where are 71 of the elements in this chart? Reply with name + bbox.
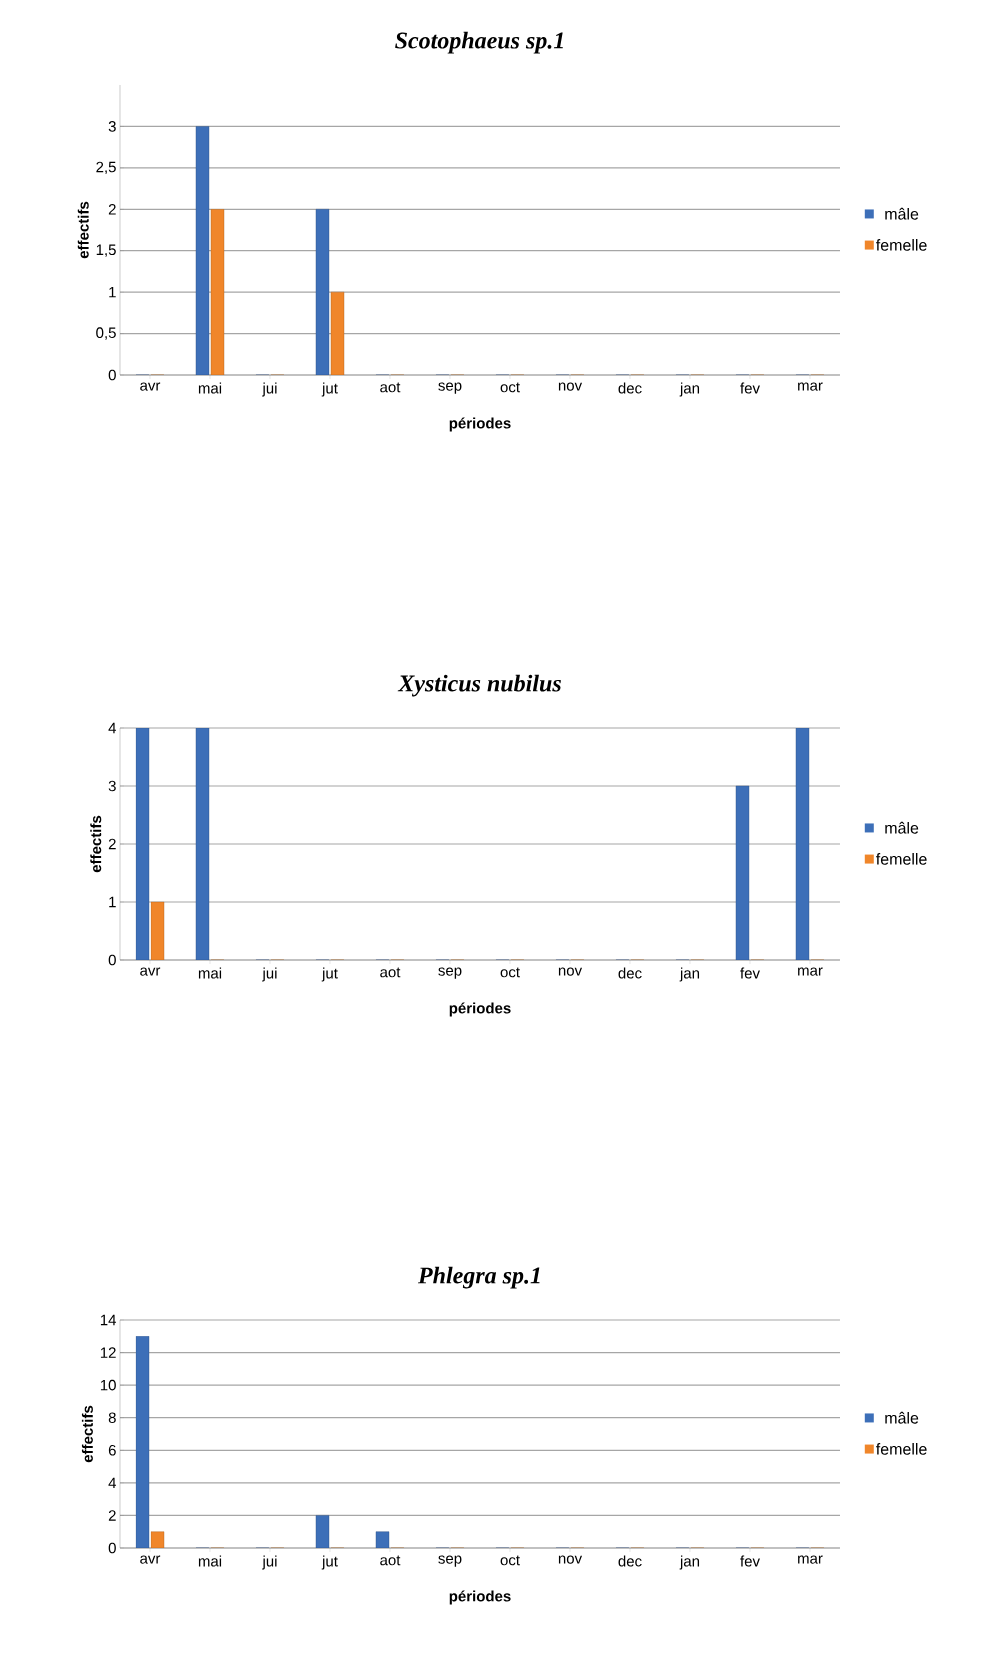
y-tick-label: 2 (108, 838, 116, 850)
x-tick-label: oct (500, 1555, 520, 1566)
x-tick-label: dec (618, 1555, 642, 1567)
x-axis-title: périodes (449, 1002, 511, 1017)
x-tick-label: nov (558, 382, 583, 391)
x-tick-label: jut (321, 1555, 338, 1570)
y-tick-label: 14 (100, 1314, 117, 1326)
x-tick-label: dec (618, 382, 642, 394)
y-tick-label: 1 (109, 896, 116, 908)
legend-label: mâle (885, 1411, 919, 1424)
y-tick-label: 1,5 (96, 244, 116, 257)
x-tick-label: avr (140, 967, 161, 976)
y-tick-label: 3 (108, 780, 116, 792)
y-tick-label: 2,5 (96, 161, 116, 175)
chart-title: Xysticus nubilus (397, 674, 561, 697)
x-tick-label: jan (679, 382, 700, 397)
y-axis-title: effectifs (90, 815, 102, 873)
x-tick-label: jui (262, 1555, 277, 1570)
x-tick-label: mar (798, 1555, 823, 1564)
y-axis-title: effectifs (77, 201, 89, 259)
x-axis-title: périodes (449, 417, 511, 432)
x-tick-label: jui (262, 967, 277, 982)
x-tick-label: fev (740, 967, 760, 979)
x-tick-label: aot (380, 382, 401, 393)
x-tick-label: mar (798, 967, 823, 976)
x-tick-label: fev (740, 1555, 760, 1567)
y-tick-label: 3 (108, 121, 116, 132)
chart-title: Phlegra sp.1 (417, 1266, 540, 1289)
y-tick-label: 2 (108, 1510, 116, 1521)
y-tick-label: 0 (108, 369, 116, 381)
x-tick-label: oct (500, 967, 520, 978)
y-tick-label: 8 (108, 1412, 116, 1424)
x-tick-label: jut (321, 967, 338, 982)
x-tick-label: jan (679, 1555, 700, 1570)
x-tick-label: sep (438, 1555, 462, 1567)
x-tick-label: mai (198, 967, 222, 979)
y-tick-label: 4 (108, 722, 117, 734)
x-tick-label: sep (438, 967, 462, 979)
x-tick-label: dec (618, 967, 642, 979)
y-tick-label: 0 (108, 954, 116, 966)
y-tick-label: 0 (108, 1542, 116, 1554)
legend-label: femelle (876, 239, 927, 251)
legend-label: mâle (885, 821, 919, 834)
legend-label: femelle (876, 853, 927, 865)
x-tick-label: nov (558, 1555, 583, 1564)
x-tick-label: mai (198, 382, 222, 394)
x-tick-label: jan (679, 967, 700, 982)
x-tick-label: jut (321, 382, 338, 397)
legend-label: mâle (885, 207, 919, 220)
x-tick-label: oct (500, 382, 520, 393)
y-tick-label: 2 (108, 204, 116, 215)
x-tick-label: fev (740, 382, 760, 394)
y-tick-label: 4 (108, 1477, 117, 1489)
y-tick-label: 1 (109, 286, 116, 298)
x-tick-label: mar (798, 382, 823, 391)
x-tick-label: nov (558, 967, 583, 976)
x-tick-label: avr (140, 382, 161, 391)
x-tick-label: mai (198, 1555, 222, 1567)
chart-title: Scotophaeus sp.1 (395, 31, 563, 54)
x-tick-label: sep (438, 382, 462, 394)
x-tick-label: jui (262, 382, 277, 397)
x-tick-label: aot (380, 967, 401, 978)
x-tick-label: avr (140, 1555, 161, 1564)
legend-label: femelle (876, 1443, 927, 1455)
y-axis-title: effectifs (81, 1405, 93, 1463)
x-tick-label: aot (380, 1555, 401, 1566)
y-tick-label: 12 (100, 1347, 116, 1358)
y-tick-label: 10 (100, 1379, 116, 1391)
y-tick-label: 6 (108, 1444, 116, 1456)
y-tick-label: 0,5 (96, 327, 116, 340)
x-axis-title: périodes (449, 1590, 511, 1605)
